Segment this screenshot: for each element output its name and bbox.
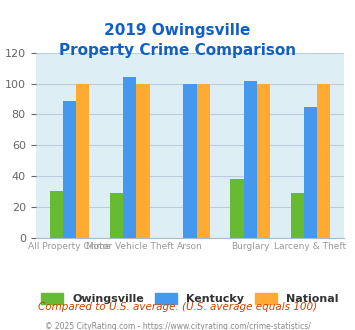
Bar: [304, 107, 317, 238]
Bar: [257, 83, 270, 238]
Text: 2019 Owingsville: 2019 Owingsville: [104, 23, 251, 38]
Bar: [63, 101, 76, 238]
Bar: [50, 191, 63, 238]
Bar: [76, 83, 89, 238]
Bar: [317, 83, 330, 238]
Text: Compared to U.S. average. (U.S. average equals 100): Compared to U.S. average. (U.S. average …: [38, 302, 317, 312]
Bar: [183, 83, 197, 238]
Legend: Owingsville, Kentucky, National: Owingsville, Kentucky, National: [36, 287, 344, 310]
Text: Property Crime Comparison: Property Crime Comparison: [59, 43, 296, 58]
Bar: [123, 78, 136, 238]
Bar: [136, 83, 149, 238]
Bar: [197, 83, 210, 238]
Bar: [230, 179, 244, 238]
Bar: [290, 193, 304, 238]
Bar: [110, 193, 123, 238]
Bar: [244, 81, 257, 238]
Text: © 2025 CityRating.com - https://www.cityrating.com/crime-statistics/: © 2025 CityRating.com - https://www.city…: [45, 322, 310, 330]
